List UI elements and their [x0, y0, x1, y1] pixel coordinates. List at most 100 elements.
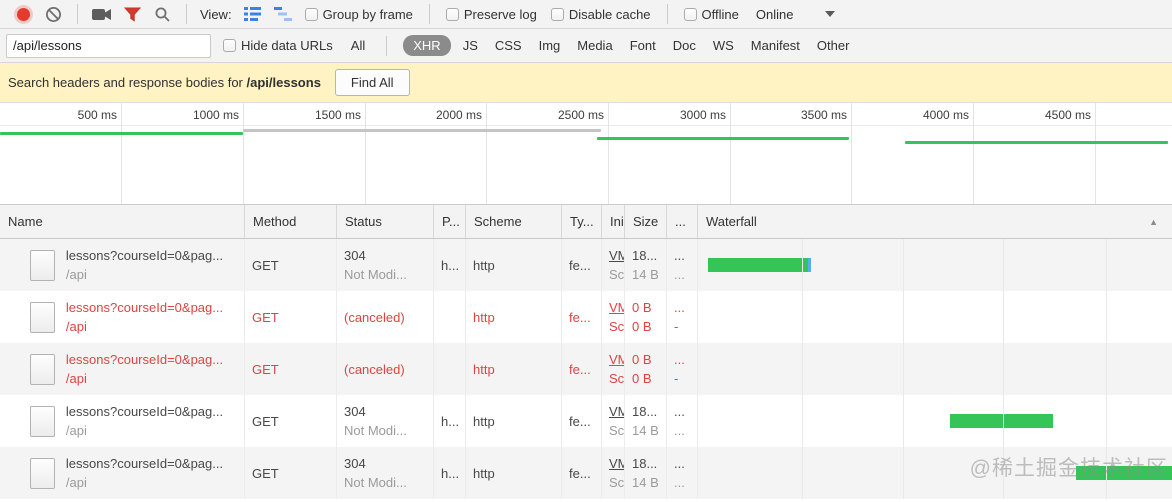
scheme-value: http	[473, 413, 495, 429]
chevron-down-icon[interactable]	[825, 11, 836, 17]
overview-tick-label: 4500 ms	[1044, 108, 1091, 122]
type-value: fe...	[569, 413, 591, 429]
document-icon	[29, 405, 55, 437]
document-icon	[29, 301, 55, 333]
capture-screenshots-button[interactable]	[87, 2, 117, 26]
filter-type-css[interactable]: CSS	[494, 38, 522, 53]
initiator-link[interactable]: VM	[609, 456, 624, 471]
column-header-ini[interactable]: Ini	[602, 205, 625, 238]
initiator-cell: VM Sc	[602, 395, 625, 447]
filter-type-js[interactable]: JS	[462, 38, 478, 53]
throttling-select[interactable]: Online	[755, 6, 794, 22]
status-code: 304	[344, 404, 366, 419]
method-cell: GET	[245, 239, 337, 291]
disable-cache-label: Disable cache	[568, 6, 651, 22]
filter-type-doc[interactable]: Doc	[672, 38, 696, 53]
filter-button[interactable]	[117, 2, 147, 26]
request-name: lessons?courseId=0&pag...	[65, 456, 224, 471]
overview-activity-segment	[0, 132, 243, 135]
waterfall-gridline	[1106, 239, 1107, 499]
initiator-link[interactable]: VM	[609, 248, 624, 263]
column-header-label: Name	[8, 214, 43, 229]
column-header-p[interactable]: P...	[434, 205, 466, 238]
latency-value: ...	[674, 267, 685, 282]
type-cell: fe...	[562, 291, 602, 343]
scheme-value: http	[473, 465, 495, 481]
checkbox-icon	[683, 7, 697, 21]
preserve-log-checkbox[interactable]: Preserve log	[445, 7, 537, 22]
filter-type-font[interactable]: Font	[629, 38, 656, 53]
initiator-link[interactable]: VM	[609, 300, 624, 315]
time-value: ...	[674, 456, 685, 471]
request-name-lines: lessons?courseId=0&pag... /api	[66, 351, 223, 387]
record-button[interactable]	[8, 2, 38, 26]
method-value: GET	[252, 465, 279, 481]
status-cell: (canceled)	[337, 291, 434, 343]
search-button[interactable]	[147, 2, 177, 26]
filter-type-ws[interactable]: WS	[712, 38, 734, 53]
type-cell: fe...	[562, 239, 602, 291]
timeline-overview[interactable]: 500 ms 1000 ms 1500 ms 2000 ms 2500 ms 3000 m…	[0, 103, 1172, 205]
column-header-scheme[interactable]: Scheme	[466, 205, 562, 238]
request-row[interactable]: lessons?courseId=0&pag... /api GET 304 Not M…	[0, 239, 1172, 291]
overview-activity-segment	[597, 137, 849, 140]
column-header-label: P...	[442, 214, 460, 229]
column-header-name[interactable]: Name	[0, 205, 245, 238]
method-value: GET	[252, 257, 279, 273]
initiator-link[interactable]: VM	[609, 404, 624, 419]
request-row[interactable]: lessons?courseId=0&pag... /api GET (cancele…	[0, 291, 1172, 343]
column-header-waterfall[interactable]: Waterfall ▲	[698, 205, 1172, 238]
show-overview-button[interactable]	[268, 2, 298, 26]
request-row[interactable]: lessons?courseId=0&pag... /api GET 304 Not M…	[0, 447, 1172, 499]
request-row[interactable]: lessons?courseId=0&pag... /api GET 304 Not M…	[0, 395, 1172, 447]
use-large-rows-button[interactable]	[238, 2, 268, 26]
filter-type-other[interactable]: Other	[816, 38, 850, 53]
initiator-cell: VM Sc	[602, 291, 625, 343]
size-value: 0 B	[632, 352, 652, 367]
request-name-lines: lessons?courseId=0&pag... /api	[66, 455, 223, 491]
disable-cache-checkbox[interactable]: Disable cache	[550, 6, 651, 22]
filter-type-xhr[interactable]: XHR	[403, 35, 451, 56]
document-icon	[29, 457, 55, 489]
request-name: lessons?courseId=0&pag...	[65, 300, 224, 315]
column-header-[interactable]: ...	[667, 205, 698, 238]
filter-type-manifest[interactable]: Manifest	[750, 38, 800, 53]
filter-type-img[interactable]: Img	[538, 38, 561, 53]
column-header-size[interactable]: Size	[625, 205, 667, 238]
column-header-ty[interactable]: Ty...	[562, 205, 602, 238]
method-cell: GET	[245, 291, 337, 343]
request-name: lessons?courseId=0&pag...	[65, 352, 224, 367]
time-value: ...	[674, 248, 685, 263]
sort-ascending-icon: ▲	[1149, 217, 1158, 227]
time-value: ...	[674, 300, 685, 315]
column-header-method[interactable]: Method	[245, 205, 337, 238]
overview-gridline	[1095, 103, 1096, 204]
initiator-cell: VM Sc	[602, 239, 625, 291]
scheme-value: http	[473, 361, 495, 377]
group-by-frame-checkbox[interactable]: Group by frame	[304, 7, 413, 22]
view-label: View:	[200, 6, 232, 22]
overview-gridline	[243, 103, 244, 204]
protocol-value: h...	[441, 257, 460, 273]
initiator-detail: Sc	[609, 319, 625, 334]
name-cell: lessons?courseId=0&pag... /api	[0, 291, 245, 343]
waterfall-gridline	[802, 239, 803, 499]
column-header-status[interactable]: Status	[337, 205, 434, 238]
latency-value: ...	[674, 423, 685, 438]
clear-button[interactable]	[38, 2, 68, 26]
offline-checkbox[interactable]: Offline	[683, 7, 739, 22]
find-all-button[interactable]: Find All	[334, 69, 410, 96]
request-row[interactable]: lessons?courseId=0&pag... /api GET (cancele…	[0, 343, 1172, 395]
waterfall-bar	[708, 258, 811, 272]
hide-data-urls-checkbox[interactable]: Hide data URLs	[223, 38, 333, 53]
type-value: fe...	[569, 361, 591, 377]
size-cell: 18... 14 B	[625, 239, 667, 291]
filter-type-media[interactable]: Media	[577, 38, 613, 53]
filter-type-all[interactable]: All	[350, 38, 366, 53]
column-header-label: Waterfall	[706, 214, 757, 229]
request-path: /api	[65, 319, 87, 334]
filter-type-list: All XHR JS CSS Img Media Font Doc WS Manifest Othe…	[346, 35, 855, 56]
filter-input[interactable]	[6, 33, 211, 58]
initiator-link[interactable]: VM	[609, 352, 624, 367]
